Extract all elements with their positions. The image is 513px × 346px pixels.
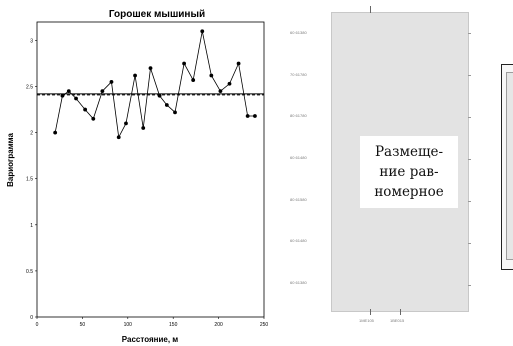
caption-line: ние рав- <box>379 164 439 180</box>
chart-title: Горошек мышиный <box>109 9 205 20</box>
x-tick-label: 200 <box>214 322 223 328</box>
data-point <box>66 89 71 94</box>
side-panel-inner <box>506 72 513 260</box>
y-tick-label: 0 <box>30 315 33 321</box>
y-tick-label: 1.5 <box>26 177 33 183</box>
data-point <box>83 107 88 112</box>
map-panel: 60 61380 70 61780 80 61780 60 61480 80 6… <box>282 0 488 346</box>
x-tick-label: 0 <box>36 322 39 328</box>
caption-line: номерное <box>374 184 444 200</box>
data-point <box>60 93 65 98</box>
series-line <box>54 31 255 139</box>
side-panel <box>501 64 513 270</box>
map-y-label: 60 61380 <box>290 280 307 285</box>
map-y-label: 60 61480 <box>290 155 307 160</box>
map-tick-right <box>468 33 471 34</box>
data-point <box>141 126 146 130</box>
data-point <box>157 93 162 98</box>
data-point <box>124 121 128 126</box>
plot-frame <box>36 21 265 318</box>
y-axis-ticks: 0 0.5 1 1.5 2 2.5 3 <box>26 38 37 321</box>
y-tick-label: 3 <box>30 38 33 44</box>
data-point <box>245 114 250 118</box>
y-tick-label: 1 <box>30 223 33 229</box>
map-y-label: 60 61480 <box>290 238 307 243</box>
data-point <box>74 96 78 101</box>
caption-line: Размеще- <box>374 144 444 160</box>
data-point <box>100 89 105 94</box>
y-axis-label: Вариограмма <box>6 133 15 187</box>
map-tick-right <box>468 75 471 76</box>
y-tick-label: 2 <box>30 131 33 137</box>
placement-caption: Размеще- ние рав- номерное <box>364 142 454 202</box>
data-point <box>236 61 241 66</box>
data-point <box>182 61 186 66</box>
data-point <box>200 29 205 34</box>
data-point <box>53 130 58 135</box>
map-y-label: 80 61780 <box>290 113 307 118</box>
data-point <box>253 114 257 118</box>
data-point <box>91 116 96 121</box>
map-tick-top <box>370 6 371 13</box>
map-tick-right <box>468 285 471 286</box>
data-point <box>133 73 137 78</box>
data-point <box>173 110 177 115</box>
map-y-label: 80 61580 <box>290 197 307 202</box>
data-point <box>209 73 214 78</box>
map-y-label: 60 61380 <box>290 30 307 35</box>
data-point <box>116 135 121 140</box>
variogram-chart: Горошек мышиный Вариограмма Расстояние, … <box>6 9 269 344</box>
x-tick-label: 50 <box>80 322 86 328</box>
x-tick-label: 100 <box>124 322 133 328</box>
variogram-series <box>53 29 257 140</box>
data-point <box>227 81 232 86</box>
y-tick-label: 2.5 <box>26 85 33 91</box>
x-axis-label: Расстояние, м <box>122 335 178 344</box>
map-tick-right <box>468 201 471 202</box>
data-point <box>218 89 223 94</box>
data-point <box>109 80 114 84</box>
map-tick-right <box>468 117 471 118</box>
x-axis-ticks: 0 50 100 150 200 250 <box>36 317 269 328</box>
data-point <box>191 78 196 82</box>
map-y-label: 70 61780 <box>290 72 307 77</box>
map-tick-bottom <box>400 309 401 315</box>
map-x-label: 1ME105 <box>359 318 374 323</box>
map-x-label: 1BE015 <box>390 318 405 323</box>
map-tick-bottom <box>370 309 371 315</box>
data-point <box>164 103 169 107</box>
y-tick-label: 0.5 <box>26 269 33 275</box>
map-tick-right <box>468 243 471 244</box>
caption-box: Размеще- ние рав- номерное <box>360 136 458 208</box>
data-point <box>148 66 153 70</box>
map-tick-right <box>468 159 471 160</box>
x-tick-label: 150 <box>169 322 178 328</box>
x-tick-label: 250 <box>260 322 269 328</box>
reference-lines <box>37 93 264 96</box>
